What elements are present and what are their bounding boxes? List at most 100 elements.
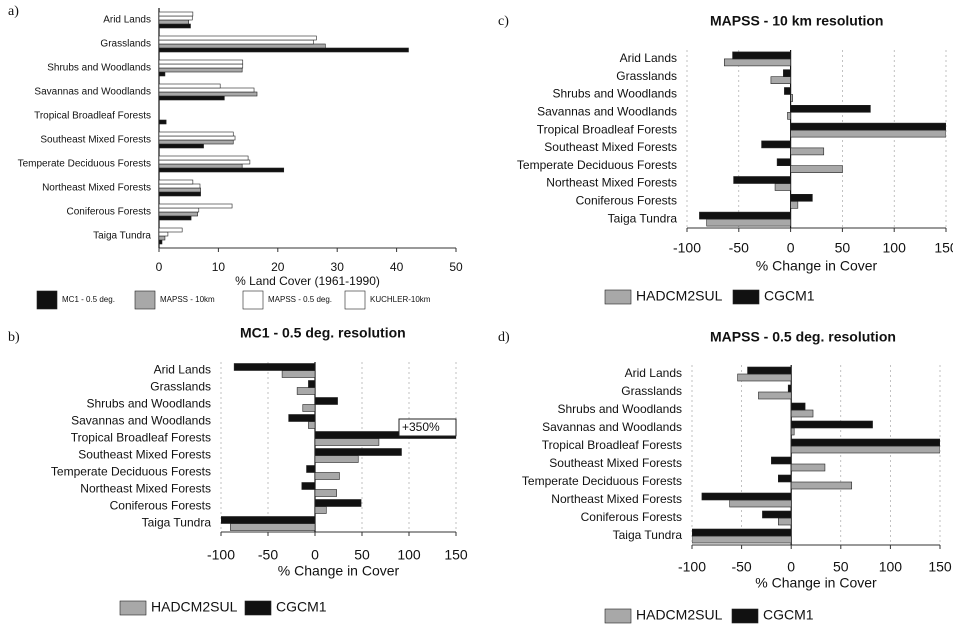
category-label: Savannas and Woodlands [71, 414, 211, 428]
x-tick-label: 40 [390, 260, 404, 274]
bar [790, 94, 793, 102]
category-label: Northeast Mixed Forests [42, 183, 151, 194]
category-label: Tropical Broadleaf Forests [542, 438, 682, 452]
bar [692, 528, 792, 537]
bar [306, 465, 316, 473]
x-tick-label: 0 [156, 260, 163, 274]
category-label: Coniferous Forests [110, 499, 211, 513]
bar [774, 183, 791, 191]
category-label: Coniferous Forests [576, 193, 677, 207]
bar [159, 67, 243, 73]
legend-swatch [731, 608, 759, 624]
bar [159, 139, 234, 145]
chart-title: MAPSS - 0.5 deg. resolution [710, 329, 896, 345]
x-tick-label: -100 [673, 240, 701, 256]
category-label: Coniferous Forests [67, 207, 151, 218]
bar [159, 143, 204, 149]
category-label: Grasslands [100, 39, 151, 50]
bar [771, 456, 792, 465]
bar [790, 427, 795, 436]
legend-swatch [344, 290, 366, 310]
x-tick-label: 30 [331, 260, 345, 274]
x-axis-label: % Change in Cover [756, 258, 878, 274]
bar [159, 19, 190, 25]
bar [159, 203, 233, 209]
x-tick-label: 50 [449, 260, 463, 274]
bar [790, 201, 799, 209]
category-label: Grasslands [150, 380, 211, 394]
bar [233, 363, 316, 371]
bar [762, 510, 792, 519]
bar [783, 69, 791, 77]
bar [288, 414, 316, 422]
chart-panel: c) MAPSS - 10 km resolution -100 -50 0 50 100 1… [498, 13, 953, 305]
legend-swatch [604, 608, 632, 624]
bar [314, 489, 337, 497]
legend-label: KUCHLER-10km [370, 295, 431, 304]
bar [159, 71, 166, 77]
x-tick-label: 0 [787, 559, 795, 575]
legend-label: CGCM1 [764, 288, 815, 304]
legend-label: MAPSS - 10km [160, 295, 215, 304]
legend-label: MC1 - 0.5 deg. [62, 295, 115, 304]
category-label: Shrubs and Woodlands [47, 63, 151, 74]
category-label: Savannas and Woodlands [34, 87, 151, 98]
bar [159, 15, 193, 21]
bar [159, 135, 236, 141]
category-label: Temperate Deciduous Forests [18, 159, 151, 170]
category-label: Grasslands [621, 384, 682, 398]
bars [159, 11, 409, 245]
legend-label: HADCM2SUL [636, 288, 723, 304]
x-tick-label: 150 [934, 240, 953, 256]
category-label: Savannas and Woodlands [542, 420, 682, 434]
bar [301, 482, 316, 490]
category-label: Coniferous Forests [581, 510, 682, 524]
x-tick-label: -50 [258, 547, 278, 563]
chart-panel: b) MC1 - 0.5 deg. resolution -100 -50 0 50 100… [8, 325, 468, 616]
category-label: Northeast Mixed Forests [80, 482, 211, 496]
bar [159, 235, 166, 241]
category-label: Shrubs and Woodlands [557, 402, 682, 416]
bar [790, 194, 813, 202]
legend-label: CGCM1 [276, 599, 327, 615]
legend-swatch [36, 290, 58, 310]
bar [159, 43, 326, 49]
bar [699, 211, 791, 220]
chart-panel: d) MAPSS - 0.5 deg. resolution -100 -50 0 50 1… [498, 329, 952, 624]
category-label: Arid Lands [103, 15, 151, 26]
x-tick-label: 100 [397, 547, 421, 563]
bar [790, 463, 826, 472]
category-label: Temperate Deciduous Forests [51, 465, 211, 479]
bar [729, 499, 792, 508]
bar [159, 227, 183, 233]
bar [314, 431, 456, 439]
bar [770, 76, 791, 84]
category-label: Shrubs and Woodlands [552, 87, 677, 101]
bar [314, 397, 338, 405]
x-tick-label: 0 [787, 240, 795, 256]
bar [159, 239, 163, 245]
bar [747, 366, 792, 375]
bars [699, 51, 946, 227]
legend-label: CGCM1 [763, 607, 814, 623]
category-label: Tropical Broadleaf Forests [34, 111, 151, 122]
category-label: Southeast Mixed Forests [549, 456, 682, 470]
x-tick-label: 150 [444, 547, 468, 563]
bar [159, 35, 317, 41]
panel-label: a) [8, 4, 19, 19]
bar [281, 370, 316, 378]
x-tick-label: 50 [835, 240, 851, 256]
bars [221, 363, 456, 531]
bar [706, 218, 791, 227]
bar [308, 380, 316, 388]
legend-swatch [242, 290, 264, 310]
x-tick-label: 100 [879, 559, 903, 575]
panel-label: c) [498, 14, 509, 29]
bar [790, 409, 814, 418]
x-tick-label: -100 [207, 547, 235, 563]
category-label: Arid Lands [625, 366, 682, 380]
bar [787, 384, 792, 393]
legend-swatch [134, 290, 156, 310]
bar [314, 472, 340, 480]
